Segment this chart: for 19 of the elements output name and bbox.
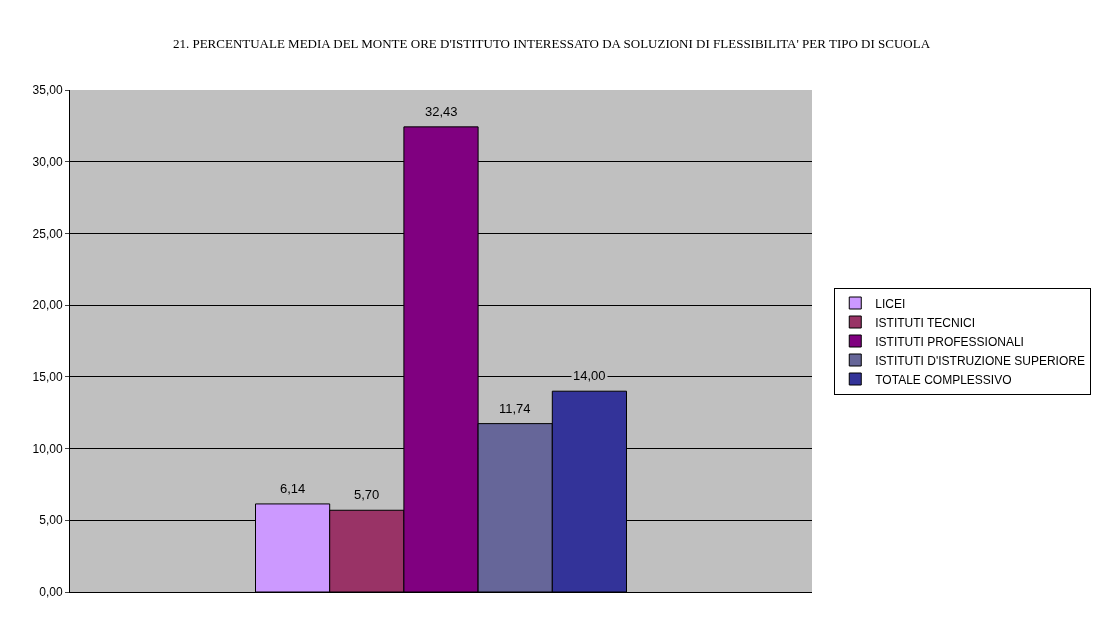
y-tick-label: 15,00 [32, 370, 63, 385]
y-tick-label: 10,00 [32, 441, 63, 456]
legend-label: LICEI [875, 296, 906, 311]
data-label: 5,70 [354, 487, 380, 502]
legend-label: ISTITUTI PROFESSIONALI [875, 334, 1024, 349]
chart-title: 21. PERCENTUALE MEDIA DEL MONTE ORE D'ISTITUTO INTERESSATO DA SOLUZIONI DI FLESSIBILITA' PER TIPO DI SCUOLA [172, 35, 931, 51]
y-tick-label: 30,00 [32, 154, 63, 169]
legend-label: TOTALE COMPLESSIVO [875, 372, 1012, 387]
y-tick-label: 25,00 [32, 226, 63, 241]
y-tick-label: 20,00 [32, 298, 63, 313]
y-tick-label: 35,00 [32, 83, 63, 98]
data-label: 32,43 [425, 104, 458, 119]
legend-label: ISTITUTI D'ISTRUZIONE SUPERIORE [875, 353, 1085, 368]
data-label: 11,74 [499, 401, 531, 416]
data-label: 6,14 [280, 481, 306, 496]
data-label: 14,00 [573, 368, 606, 383]
y-tick-label: 5,00 [39, 513, 63, 528]
y-tick-label: 0,00 [39, 585, 63, 600]
legend-label: ISTITUTI TECNICI [875, 315, 976, 330]
